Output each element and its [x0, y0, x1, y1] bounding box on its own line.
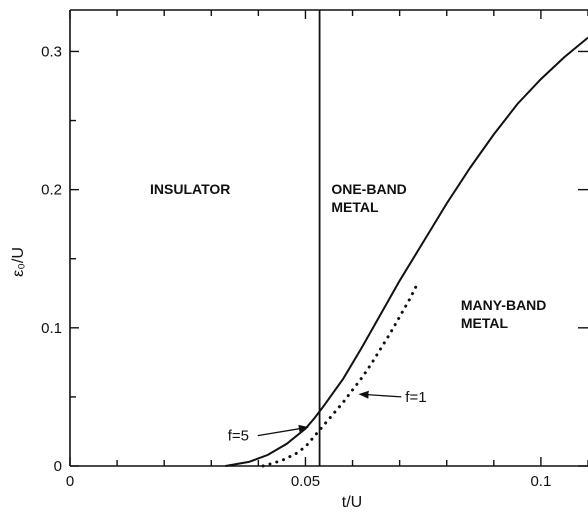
plot-area [69, 9, 588, 467]
annotation-arrow [257, 424, 309, 437]
x-tick-label: 0.1 [530, 473, 551, 490]
tick-layer: 0 0.05 0.1 0 0.1 0.2 0.3 [41, 10, 588, 490]
region-label: METAL [461, 315, 509, 331]
annotation-layer: INSULATOR ONE-BAND METAL MANY-BAND METAL f=5 f… [150, 181, 546, 445]
y-axis-label: ε₀/U [10, 247, 27, 277]
y-tick-label: 0.2 [41, 182, 62, 199]
region-label: ONE-BAND [331, 181, 406, 197]
y-tick-label: 0.3 [41, 43, 62, 60]
x-axis-label: t/U [342, 494, 362, 511]
x-tick-label: 0 [66, 473, 74, 490]
dotted-series-line [261, 284, 418, 468]
annotation-arrow [358, 390, 402, 399]
y-tick-label: 0 [54, 458, 62, 475]
y-tick-label: 0.1 [41, 320, 62, 337]
solid-series-line [225, 36, 588, 467]
region-label: MANY-BAND [461, 297, 547, 313]
annotation-label: f=5 [228, 428, 249, 445]
annotation-label: f=1 [405, 389, 426, 406]
series-layer [225, 10, 588, 468]
region-label: METAL [331, 199, 379, 215]
x-tick-label: 0.05 [291, 473, 320, 490]
region-label: INSULATOR [150, 181, 230, 197]
